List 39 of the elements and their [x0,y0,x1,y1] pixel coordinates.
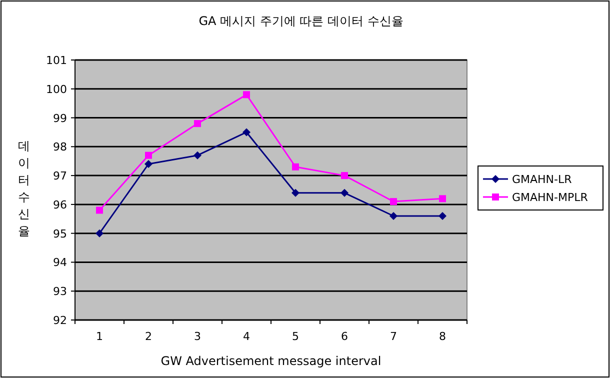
point [439,195,446,202]
y-tick-label: 99 [53,112,67,125]
point [96,206,103,214]
chart-title: GA 메시지 주기에 따른 데이터 수신율 [198,14,404,28]
y-tick-label: 100 [46,82,67,96]
x-tick-label: 3 [194,330,201,343]
point [194,151,202,160]
y-tick-label: 95 [53,227,67,240]
x-tick-label: 2 [145,330,152,343]
x-tick-label: 6 [341,330,348,343]
y-tick-label: 97 [53,170,67,183]
point [438,212,446,220]
x-tick-label: 5 [292,330,299,343]
x-tick-label: 7 [390,330,397,343]
point [292,163,299,170]
x-axis-title: GW Advertisement message interval [160,354,382,368]
x-tick-label: 8 [439,330,446,343]
y-tick-label: 96 [53,198,67,212]
point [340,188,348,197]
x-tick-label: 1 [96,330,103,343]
point [390,212,398,220]
point [194,120,201,128]
legend-label: GMAHN-LR [512,173,572,186]
point [341,172,348,180]
point [390,198,397,206]
point [145,152,152,159]
point [243,91,250,98]
y-tick-label: 98 [53,140,67,154]
y-axis-title: 데이터수신율 [18,139,30,238]
legend-label: GMAHN-MPLR [512,191,588,204]
y-tick-label: 101 [46,54,67,67]
point [292,188,300,197]
y-tick-label: 93 [53,285,67,298]
point [96,229,104,238]
y-tick-label: 94 [53,256,67,270]
x-tick-label: 4 [243,330,250,343]
y-tick-label: 92 [53,314,67,327]
point [144,160,152,168]
point [242,128,250,136]
